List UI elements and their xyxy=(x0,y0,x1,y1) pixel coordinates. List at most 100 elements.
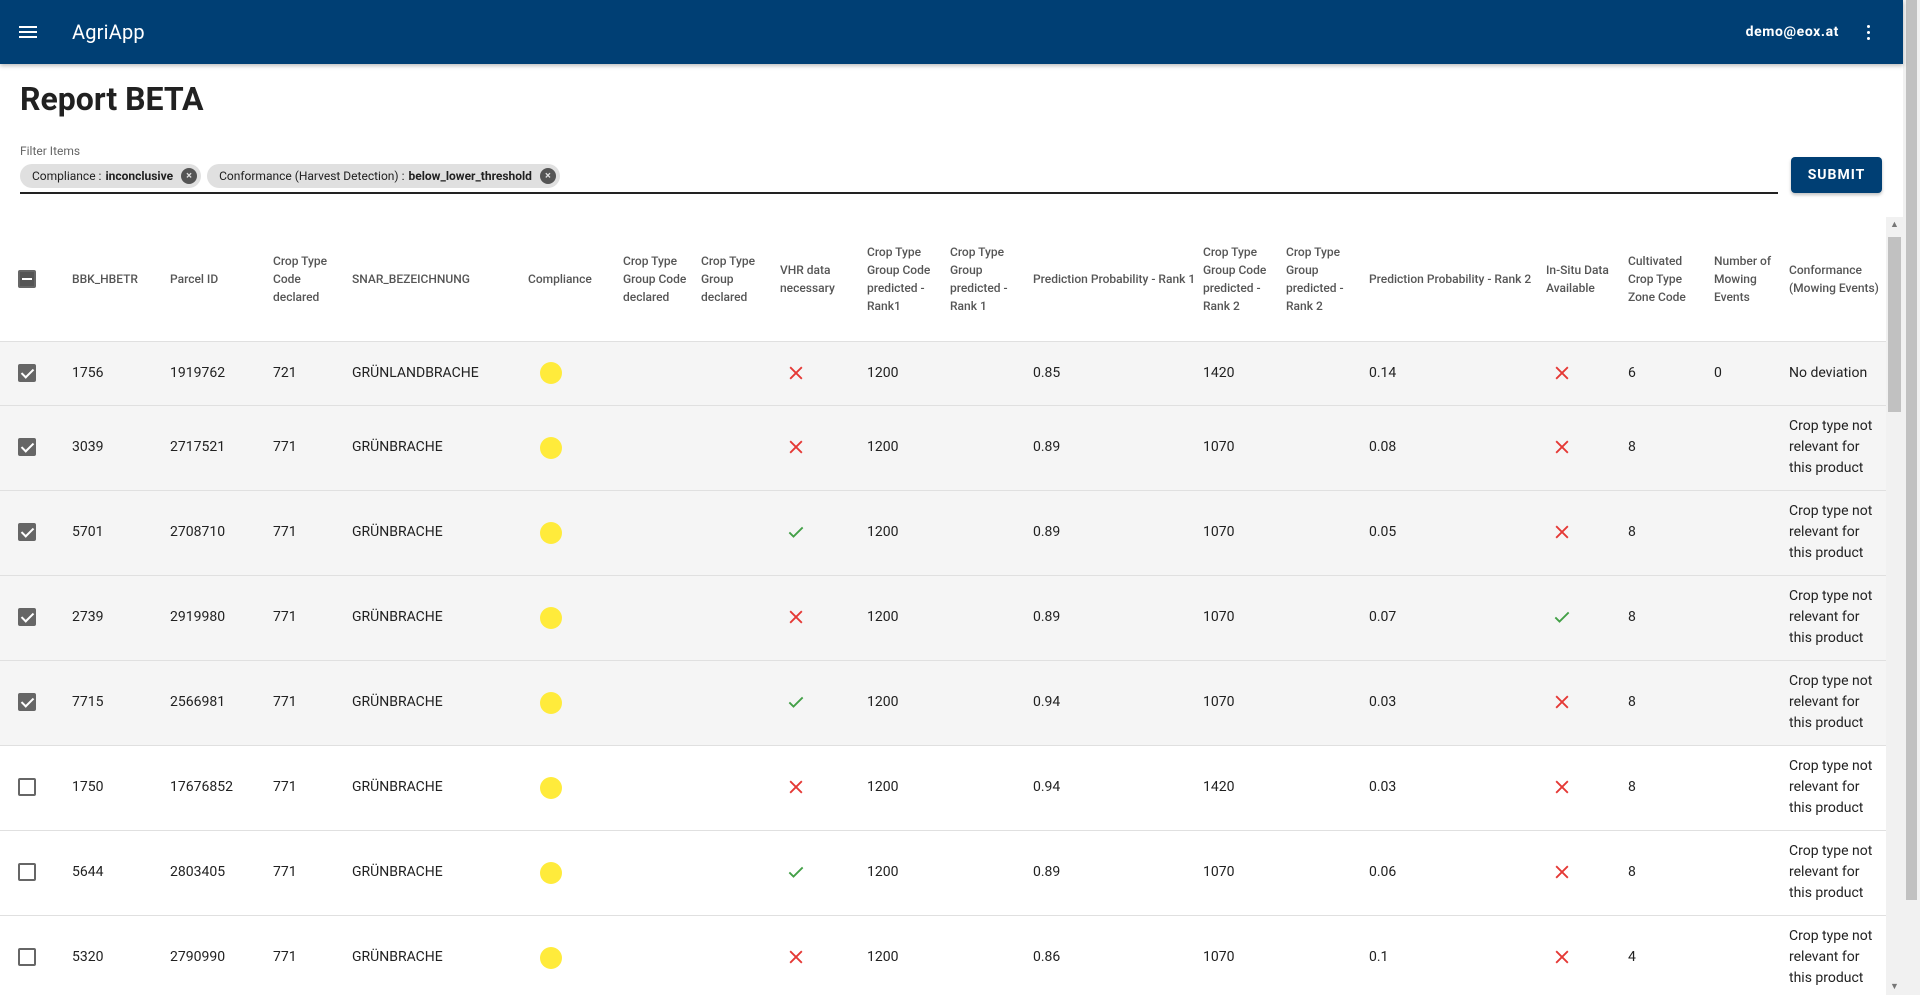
probability-rank2-cell: 0.05 xyxy=(1369,490,1546,576)
ctg-rank1-cell xyxy=(950,915,1033,995)
bbk-hbetr-cell: 5701 xyxy=(72,490,170,576)
filter-input-underline[interactable] xyxy=(20,192,1778,194)
select-all-checkbox[interactable] xyxy=(18,270,36,289)
chip-close-icon[interactable]: × xyxy=(539,168,556,184)
mowing-events-cell xyxy=(1714,490,1789,576)
column-header: Crop Type Group Code declared xyxy=(623,217,701,342)
row-select-cell[interactable] xyxy=(0,660,72,746)
ctg-rank2-cell xyxy=(1286,575,1369,661)
table-row[interactable]: 5701 2708710 771 GRÜNBRACHE 1200 0.89 1070 0.05… xyxy=(0,490,1886,576)
check-icon xyxy=(788,527,804,539)
compliance-cell xyxy=(528,405,623,491)
ctg-rank1-cell xyxy=(950,745,1033,831)
vhr-cell xyxy=(780,830,867,916)
zone-code-cell: 8 xyxy=(1628,830,1714,916)
ctg-code-rank1-cell: 1200 xyxy=(867,830,950,916)
user-email[interactable]: demo@eox.at xyxy=(1745,24,1839,40)
row-checkbox[interactable] xyxy=(18,778,36,797)
row-checkbox[interactable] xyxy=(18,608,36,627)
chip-key: Conformance (Harvest Detection) : xyxy=(219,169,405,183)
ctg-code-rank1-cell: 1200 xyxy=(867,745,950,831)
ctg-rank2-cell xyxy=(1286,745,1369,831)
column-header: In-Situ Data Available xyxy=(1546,217,1628,342)
filter-chip[interactable]: Conformance (Harvest Detection) : below_l… xyxy=(207,164,560,188)
column-header: Parcel ID xyxy=(170,217,273,342)
conformance-cell: Crop type not relevant for this product xyxy=(1789,405,1886,491)
submit-button[interactable]: SUBMIT xyxy=(1791,157,1882,193)
crop-type-code-cell: 771 xyxy=(273,915,352,995)
menu-button[interactable] xyxy=(0,0,56,64)
page-scrollbar[interactable] xyxy=(1903,0,1920,995)
insitu-cell xyxy=(1546,490,1628,576)
compliance-status-dot xyxy=(540,776,562,799)
row-checkbox[interactable] xyxy=(18,523,36,542)
table-row[interactable]: 1756 1919762 721 GRÜNLANDBRACHE 1200 0.85 1420… xyxy=(0,341,1886,406)
row-select-cell[interactable] xyxy=(0,490,72,576)
table-row[interactable]: 7715 2566981 771 GRÜNBRACHE 1200 0.94 1070 0.03… xyxy=(0,660,1886,746)
row-select-cell[interactable] xyxy=(0,405,72,491)
ctg-code-rank1-cell: 1200 xyxy=(867,575,950,661)
ctg-code-rank2-cell: 1070 xyxy=(1203,405,1286,491)
table-row[interactable]: 3039 2717521 771 GRÜNBRACHE 1200 0.89 1070 0.08… xyxy=(0,405,1886,491)
more-vert-icon[interactable] xyxy=(1853,12,1883,52)
insitu-cell xyxy=(1546,915,1628,995)
table-row[interactable]: 5644 2803405 771 GRÜNBRACHE 1200 0.89 1070 0.06… xyxy=(0,830,1886,916)
bbk-hbetr-cell: 7715 xyxy=(72,660,170,746)
mowing-events-cell xyxy=(1714,745,1789,831)
row-select-cell[interactable] xyxy=(0,915,72,995)
row-select-cell[interactable] xyxy=(0,745,72,831)
row-checkbox[interactable] xyxy=(18,438,36,457)
mowing-events-cell: 0 xyxy=(1714,341,1789,406)
compliance-cell xyxy=(528,490,623,576)
table-row[interactable]: 2739 2919980 771 GRÜNBRACHE 1200 0.89 1070 0.07… xyxy=(0,575,1886,661)
parcel-id-cell: 17676852 xyxy=(170,745,273,831)
ctg-code-rank1-cell: 1200 xyxy=(867,915,950,995)
row-checkbox[interactable] xyxy=(18,363,36,382)
ctg-code-declared-cell xyxy=(623,341,701,406)
table-scrollbar[interactable]: ▲ ▼ xyxy=(1886,217,1903,995)
row-select-cell[interactable] xyxy=(0,341,72,406)
ctg-code-rank2-cell: 1070 xyxy=(1203,660,1286,746)
table-row[interactable]: 5320 2790990 771 GRÜNBRACHE 1200 0.86 1070 0.1 4… xyxy=(0,915,1886,995)
row-select-cell[interactable] xyxy=(0,575,72,661)
probability-rank2-cell: 0.06 xyxy=(1369,830,1546,916)
scrollbar-thumb[interactable] xyxy=(1888,237,1901,412)
chip-close-icon[interactable]: × xyxy=(181,168,198,184)
select-all-cell[interactable] xyxy=(0,217,72,342)
row-checkbox[interactable] xyxy=(18,693,36,712)
row-checkbox[interactable] xyxy=(18,948,36,967)
ctg-code-declared-cell xyxy=(623,830,701,916)
ctg-code-rank2-cell: 1070 xyxy=(1203,575,1286,661)
cross-icon xyxy=(1555,950,1569,964)
filter-chip[interactable]: Compliance : inconclusive × xyxy=(20,164,202,188)
ctg-declared-cell xyxy=(701,745,780,831)
snar-bezeichnung-cell: GRÜNBRACHE xyxy=(352,660,528,746)
zone-code-cell: 8 xyxy=(1628,490,1714,576)
probability-rank1-cell: 0.94 xyxy=(1033,745,1203,831)
scroll-up-icon[interactable]: ▲ xyxy=(1890,220,1899,230)
conformance-cell: Crop type not relevant for this product xyxy=(1789,745,1886,831)
ctg-rank2-cell xyxy=(1286,660,1369,746)
parcel-id-cell: 2919980 xyxy=(170,575,273,661)
probability-rank2-cell: 0.07 xyxy=(1369,575,1546,661)
compliance-cell xyxy=(528,341,623,406)
row-checkbox[interactable] xyxy=(18,863,36,882)
table-row[interactable]: 1750 17676852 771 GRÜNBRACHE 1200 0.94 1420 0.0… xyxy=(0,745,1886,831)
scroll-down-icon[interactable]: ▼ xyxy=(1890,982,1899,992)
hamburger-menu-icon xyxy=(19,26,37,38)
ctg-rank1-cell xyxy=(950,575,1033,661)
cross-icon xyxy=(789,610,803,624)
mowing-events-cell xyxy=(1714,830,1789,916)
column-header: BBK_HBETR xyxy=(72,217,170,342)
probability-rank1-cell: 0.89 xyxy=(1033,405,1203,491)
page-scrollbar-thumb[interactable] xyxy=(1906,0,1917,900)
ctg-code-rank1-cell: 1200 xyxy=(867,490,950,576)
zone-code-cell: 6 xyxy=(1628,341,1714,406)
parcel-id-cell: 2803405 xyxy=(170,830,273,916)
cross-icon xyxy=(789,366,803,380)
row-select-cell[interactable] xyxy=(0,830,72,916)
column-header: Crop Type Group Code predicted - Rank 2 xyxy=(1203,217,1286,342)
probability-rank2-cell: 0.03 xyxy=(1369,660,1546,746)
ctg-rank2-cell xyxy=(1286,341,1369,406)
compliance-status-dot xyxy=(540,362,562,384)
